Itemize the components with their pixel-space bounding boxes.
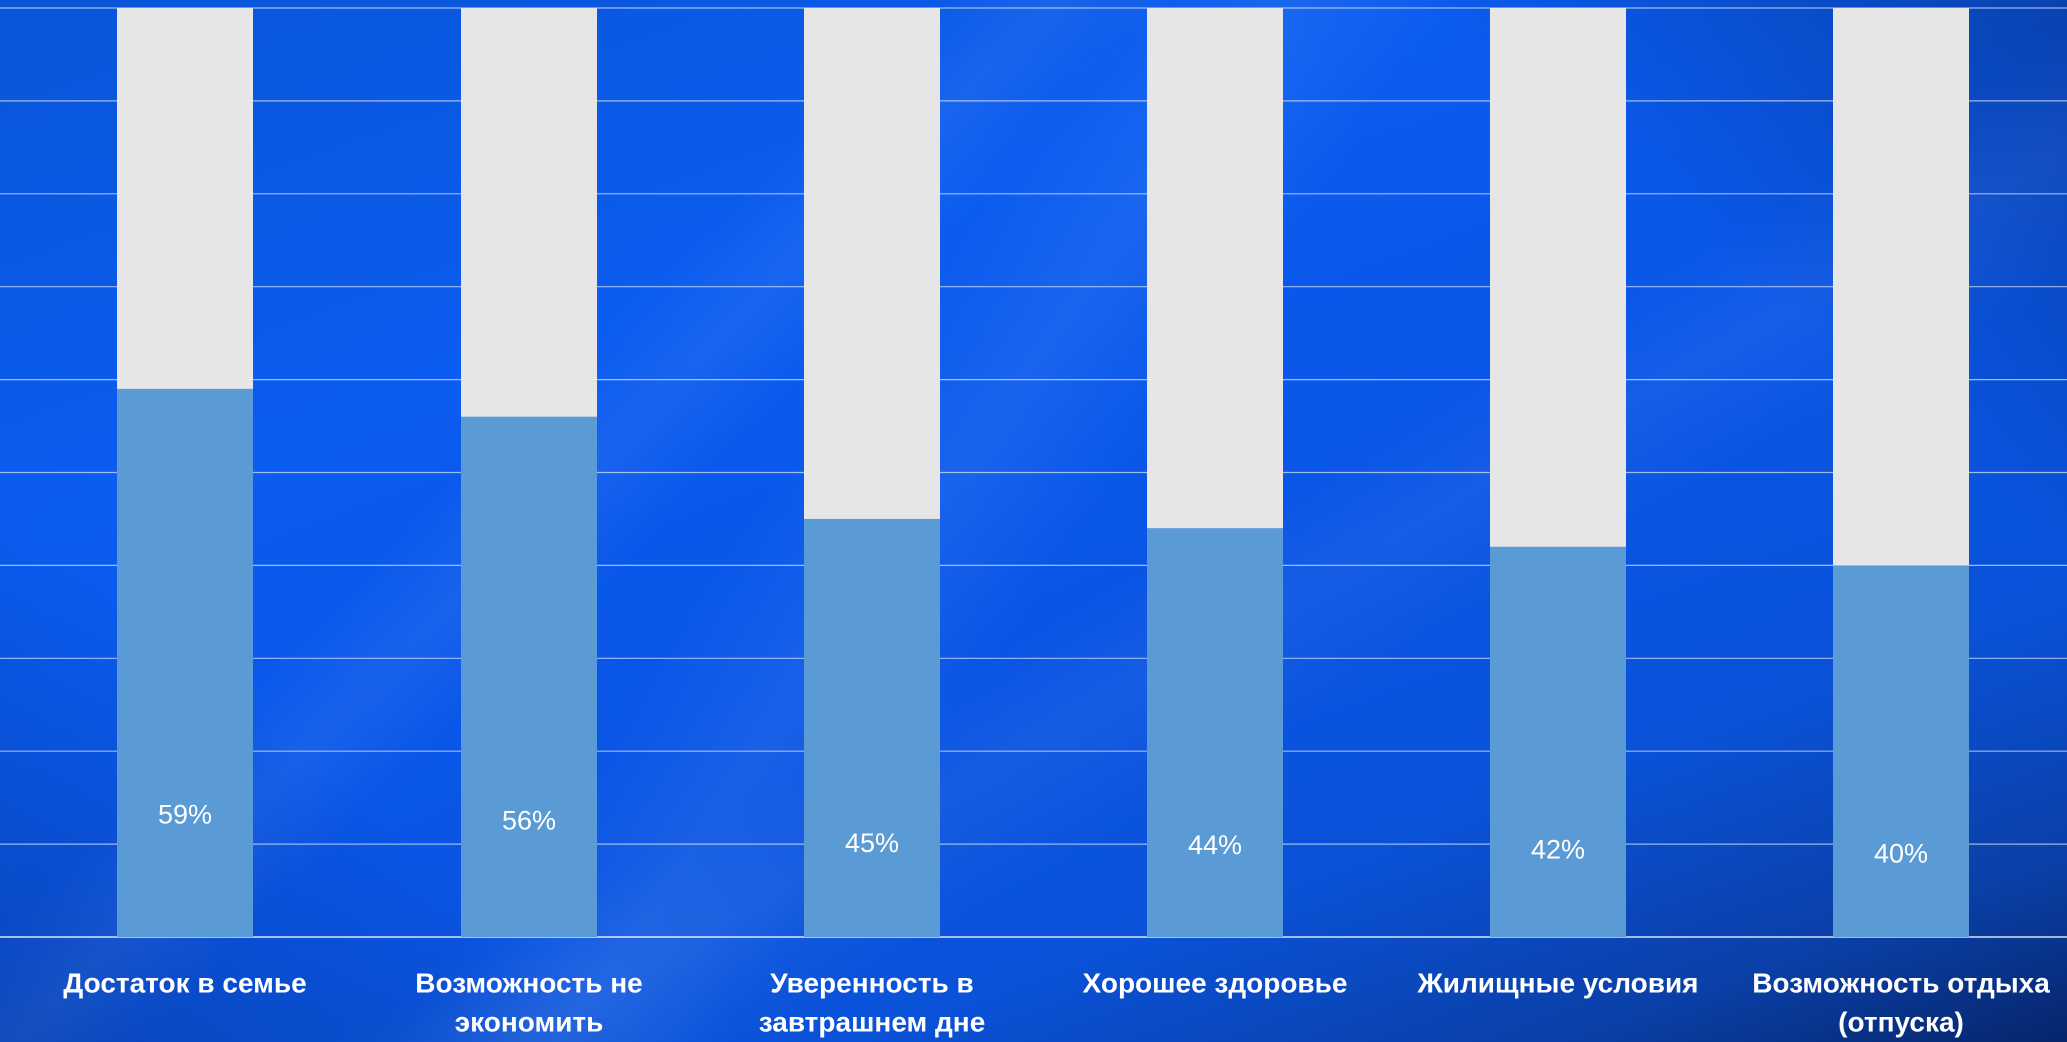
category-label: экономить <box>455 1006 604 1037</box>
bar-segment-remainder <box>1833 8 1969 566</box>
grid-lines <box>0 7 2067 938</box>
bar-segment-value <box>117 388 253 937</box>
category-label: Хорошее здоровье <box>1083 967 1348 998</box>
bars <box>117 8 1969 937</box>
category-label: Жилищные условия <box>1416 967 1698 998</box>
data-label: 44% <box>1188 830 1242 860</box>
category-label: Уверенность в <box>770 967 974 998</box>
data-label: 59% <box>158 800 212 830</box>
bar-segment-value <box>1833 565 1969 937</box>
category-labels: Достаток в семье Возможность не экономить У… <box>63 967 2050 1037</box>
bar-segment-remainder <box>804 8 940 519</box>
category-label: Возможность отдыха <box>1752 967 2050 998</box>
bar-segment-value <box>1147 528 1283 937</box>
data-label: 45% <box>845 828 899 858</box>
bar-segment-remainder <box>117 8 253 389</box>
bar-segment-remainder <box>1147 8 1283 529</box>
bar-segment-remainder <box>1490 8 1626 547</box>
data-label: 42% <box>1531 834 1585 864</box>
category-label: завтрашнем дне <box>759 1006 986 1037</box>
bar-segment-value <box>804 518 940 937</box>
bar-segment-value <box>1490 546 1626 937</box>
data-labels: 59% 56% 45% 44% 42% 40% <box>158 800 1928 869</box>
bar-segment-remainder <box>461 8 597 417</box>
data-label: 56% <box>502 806 556 836</box>
category-label: Возможность не <box>415 967 643 998</box>
data-label: 40% <box>1874 838 1928 868</box>
category-label: (отпуска) <box>1838 1006 1964 1037</box>
bar-segment-value <box>461 416 597 937</box>
category-label: Достаток в семье <box>63 967 306 998</box>
